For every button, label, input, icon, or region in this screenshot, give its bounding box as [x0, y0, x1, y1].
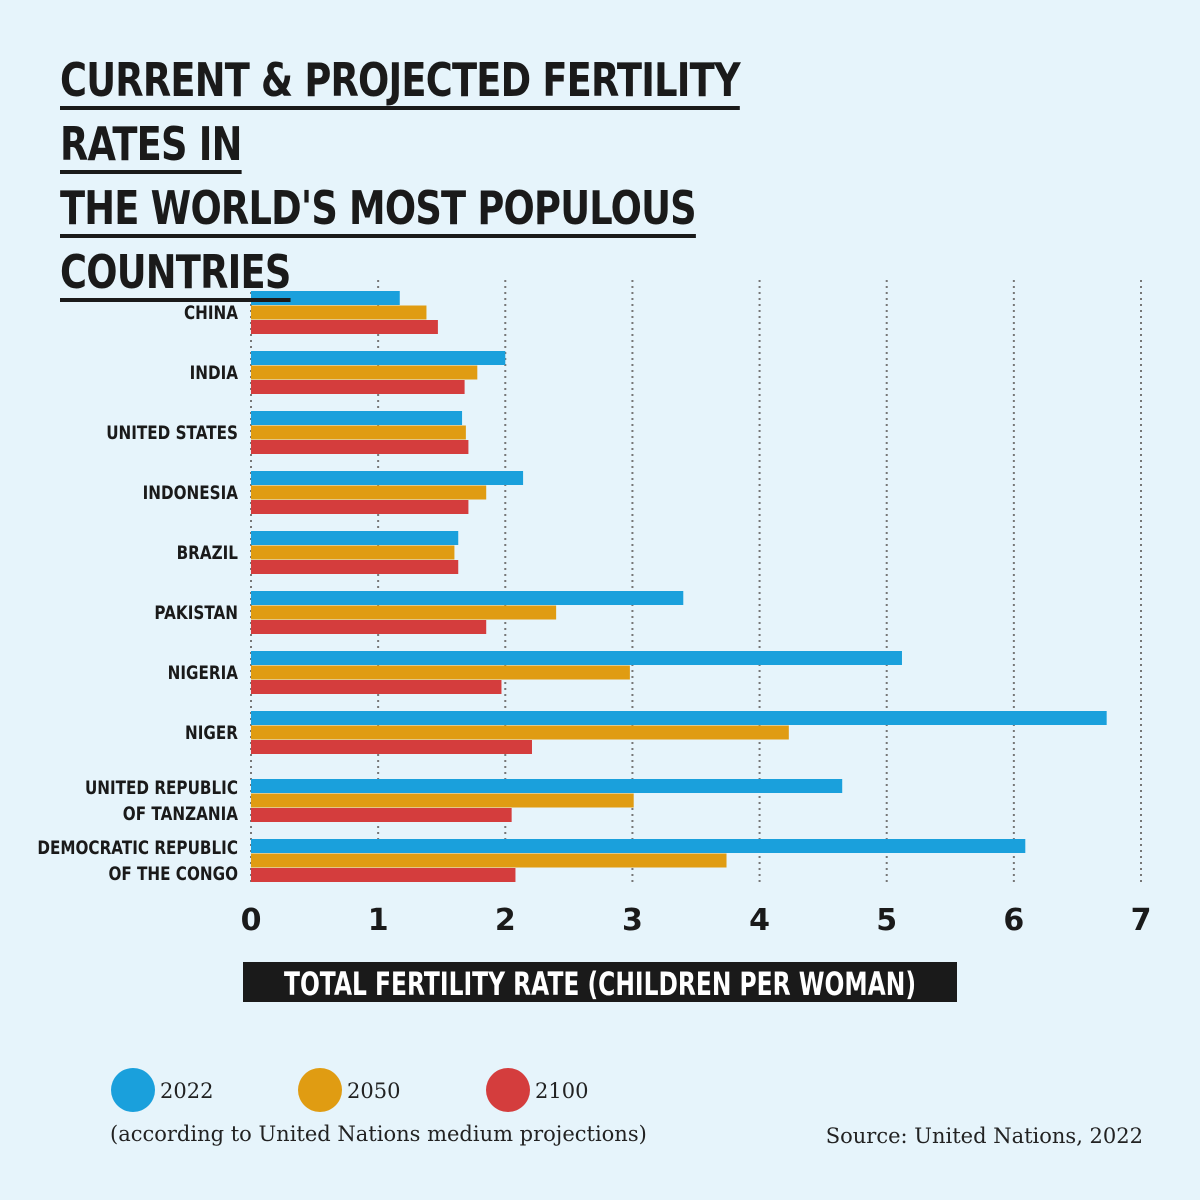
bar	[251, 560, 459, 574]
bar	[251, 680, 502, 694]
bar	[251, 711, 1107, 725]
y-tick-label: NIGER	[185, 722, 238, 744]
bar	[251, 868, 516, 882]
bar	[251, 380, 465, 394]
y-tick-label: INDONESIA	[142, 482, 238, 504]
bar	[251, 500, 469, 514]
legend-label: 2100	[535, 1079, 588, 1103]
bar	[251, 440, 469, 454]
bar	[251, 545, 455, 560]
chart-title: CURRENT & PROJECTED FERTILITY RATES IN T…	[60, 53, 741, 299]
legend-swatch	[486, 1068, 530, 1112]
y-tick-label: CHINA	[183, 302, 238, 324]
y-tick-label: INDIA	[189, 362, 238, 384]
bar	[251, 839, 1026, 853]
y-tick-label: DEMOCRATIC REPUBLIC OF THE CONGO	[37, 837, 238, 885]
bar	[251, 808, 512, 822]
x-tick-label: 2	[495, 903, 516, 938]
legend-label: 2022	[160, 1079, 213, 1103]
legend-swatch	[298, 1068, 342, 1112]
x-tick-label: 1	[368, 903, 389, 938]
bar	[251, 305, 427, 320]
y-tick-label: UNITED STATES	[106, 422, 238, 444]
x-tick-label: 4	[749, 903, 770, 938]
bar	[251, 793, 634, 808]
source: Source: United Nations, 2022	[826, 1124, 1143, 1148]
bar	[251, 605, 557, 620]
bar	[251, 779, 843, 793]
y-tick-label: BRAZIL	[176, 542, 238, 564]
bar	[251, 471, 524, 485]
x-tick-label: 7	[1131, 903, 1152, 938]
bar	[251, 411, 463, 425]
bar	[251, 591, 684, 605]
bar	[251, 853, 727, 868]
bar	[251, 740, 532, 754]
bar	[251, 351, 506, 365]
bar	[251, 320, 438, 334]
x-tick-label: 3	[622, 903, 643, 938]
bar	[251, 365, 478, 380]
bar	[251, 485, 487, 500]
x-tick-label: 0	[241, 903, 262, 938]
x-axis-label: TOTAL FERTILITY RATE (CHILDREN PER WOMAN…	[284, 965, 916, 1003]
x-tick-label: 5	[876, 903, 897, 938]
bar	[251, 291, 400, 305]
legend-swatch	[111, 1068, 155, 1112]
x-axis-label-box	[243, 962, 957, 1002]
legend-note: (according to United Nations medium proj…	[110, 1122, 647, 1146]
bar	[251, 725, 789, 740]
y-tick-label: NIGERIA	[167, 662, 238, 684]
bar	[251, 651, 902, 665]
bar	[251, 531, 459, 545]
bar	[251, 665, 630, 680]
y-tick-label: PAKISTAN	[154, 602, 238, 624]
x-tick-label: 6	[1003, 903, 1024, 938]
bar	[251, 620, 487, 634]
bar	[251, 425, 466, 440]
y-tick-label: UNITED REPUBLIC OF TANZANIA	[84, 777, 238, 825]
legend-label: 2050	[347, 1079, 400, 1103]
